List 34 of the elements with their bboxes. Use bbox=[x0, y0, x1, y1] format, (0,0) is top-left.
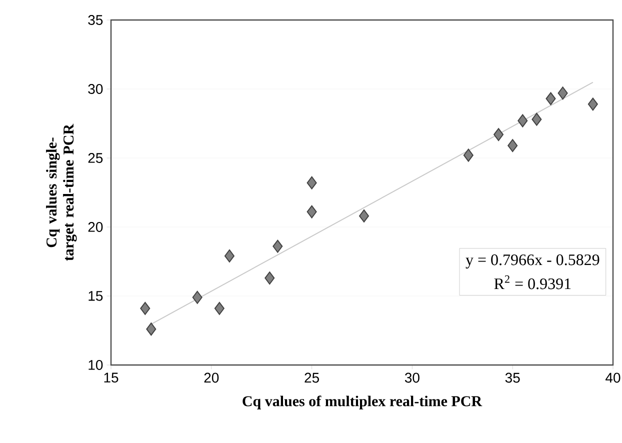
x-tick-label: 25 bbox=[304, 372, 319, 383]
point bbox=[518, 114, 528, 128]
point bbox=[140, 302, 150, 315]
point bbox=[463, 148, 474, 162]
point bbox=[494, 128, 504, 142]
point bbox=[146, 322, 156, 336]
point bbox=[264, 272, 275, 285]
point bbox=[306, 205, 317, 218]
point bbox=[588, 98, 598, 111]
annotation: y = 0.7966x - 0.5829 bbox=[466, 254, 600, 268]
point bbox=[532, 112, 542, 126]
point bbox=[508, 139, 518, 152]
y-tick-label: 30 bbox=[88, 84, 103, 94]
x-tick-label: 40 bbox=[606, 372, 620, 383]
y-tick-label: 15 bbox=[88, 291, 103, 301]
point bbox=[546, 92, 556, 106]
point bbox=[359, 209, 370, 222]
x-tick-label: 35 bbox=[505, 372, 520, 383]
y-tick-label: 25 bbox=[88, 153, 103, 163]
x-tick-label: 20 bbox=[204, 372, 219, 383]
x-axis-title: Cq values of multiplex real-time PCR bbox=[242, 396, 482, 410]
y-tick-label: 10 bbox=[88, 360, 103, 370]
y-tick-label: 35 bbox=[88, 15, 103, 25]
point bbox=[224, 249, 234, 262]
x-tick-label: 15 bbox=[104, 372, 118, 383]
point bbox=[558, 86, 568, 100]
y-axis-title: Cq values single-target real-time PCR bbox=[46, 124, 77, 261]
x-tick-label: 30 bbox=[404, 372, 420, 383]
annotation: R$^{2}$ = 0.9391 bbox=[494, 275, 571, 290]
y-tick-label: 20 bbox=[88, 222, 103, 232]
point bbox=[272, 240, 283, 253]
point bbox=[306, 176, 317, 190]
point bbox=[192, 290, 202, 304]
point bbox=[214, 302, 224, 315]
